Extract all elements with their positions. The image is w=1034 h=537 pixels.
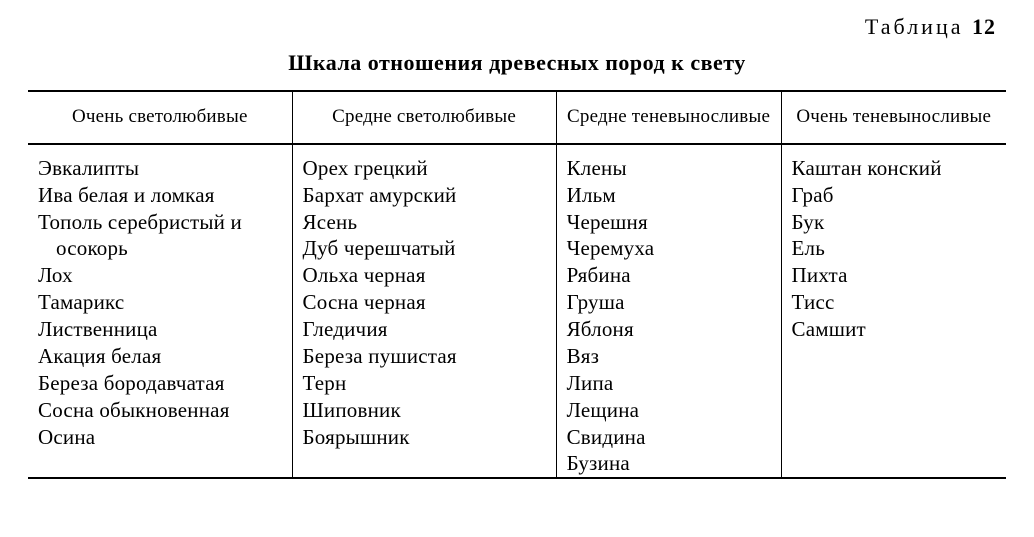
- list-col-4: Каштан конскийГрабБукЕльПихтаТиссСамшит: [792, 155, 998, 343]
- list-item: Береза пушистая: [303, 343, 548, 370]
- list-item: Тисс: [792, 289, 998, 316]
- list-item: Бархат амурский: [303, 182, 548, 209]
- table-word: Таблица: [865, 14, 964, 39]
- list-item: Свидина: [567, 424, 773, 451]
- cell-col-2: Орех грецкийБархат амурскийЯсеньДуб чере…: [292, 144, 556, 479]
- col-header-4: Очень теневыносли­вые: [781, 91, 1006, 144]
- list-item: Липа: [567, 370, 773, 397]
- list-item: Каштан конский: [792, 155, 998, 182]
- list-item: Акация белая: [38, 343, 284, 370]
- list-item: Вяз: [567, 343, 773, 370]
- list-item: Ильм: [567, 182, 773, 209]
- col-header-1: Очень светолюбивые: [28, 91, 292, 144]
- list-item: Ясень: [303, 209, 548, 236]
- list-item: Яблоня: [567, 316, 773, 343]
- list-item: Лох: [38, 262, 284, 289]
- list-item: Терн: [303, 370, 548, 397]
- list-col-2: Орех грецкийБархат амурскийЯсеньДуб чере…: [303, 155, 548, 451]
- table-number-line: Таблица 12: [28, 14, 1006, 40]
- list-item: Бук: [792, 209, 998, 236]
- list-item: Самшит: [792, 316, 998, 343]
- list-item: Ель: [792, 235, 998, 262]
- list-item: Сосна черная: [303, 289, 548, 316]
- list-col-1: ЭвкалиптыИва белая и ломкаяТополь серебр…: [38, 155, 284, 451]
- list-item: Груша: [567, 289, 773, 316]
- list-item: Ольха черная: [303, 262, 548, 289]
- list-item: Сосна обыкновенная: [38, 397, 284, 424]
- list-item: Орех грецкий: [303, 155, 548, 182]
- list-col-3: КленыИльмЧерешняЧеремухаРябинаГрушаЯблон…: [567, 155, 773, 478]
- list-item: Шиповник: [303, 397, 548, 424]
- list-item: Дуб черешчатый: [303, 235, 548, 262]
- list-item: Черешня: [567, 209, 773, 236]
- list-item: Бузина: [567, 450, 773, 477]
- col-header-2: Средне светолюбивые: [292, 91, 556, 144]
- list-item: Эвкалипты: [38, 155, 284, 182]
- list-item: Гледичия: [303, 316, 548, 343]
- table-caption: Шкала отношения древесных пород к свету: [28, 50, 1006, 76]
- list-item: Клены: [567, 155, 773, 182]
- cell-col-4: Каштан конскийГрабБукЕльПихтаТиссСамшит: [781, 144, 1006, 479]
- list-item: Ива белая и ломкая: [38, 182, 284, 209]
- list-item: Береза бородавчатая: [38, 370, 284, 397]
- list-item: Пихта: [792, 262, 998, 289]
- list-item: Лещина: [567, 397, 773, 424]
- list-item: Осина: [38, 424, 284, 451]
- list-item: Лиственница: [38, 316, 284, 343]
- list-item: Граб: [792, 182, 998, 209]
- light-scale-table: Очень светолюбивые Средне светолюбивые С…: [28, 90, 1006, 479]
- list-item: Черемуха: [567, 235, 773, 262]
- table-header-row: Очень светолюбивые Средне светолюбивые С…: [28, 91, 1006, 144]
- cell-col-1: ЭвкалиптыИва белая и ломкаяТополь серебр…: [28, 144, 292, 479]
- list-item: Боярышник: [303, 424, 548, 451]
- table-number: 12: [972, 14, 996, 39]
- list-item: Тополь серебристый и осокорь: [38, 209, 284, 263]
- table-body-row: ЭвкалиптыИва белая и ломкаяТополь серебр…: [28, 144, 1006, 479]
- list-item: Рябина: [567, 262, 773, 289]
- list-item: Тамарикс: [38, 289, 284, 316]
- col-header-3: Средне теневы­носливые: [556, 91, 781, 144]
- cell-col-3: КленыИльмЧерешняЧеремухаРябинаГрушаЯблон…: [556, 144, 781, 479]
